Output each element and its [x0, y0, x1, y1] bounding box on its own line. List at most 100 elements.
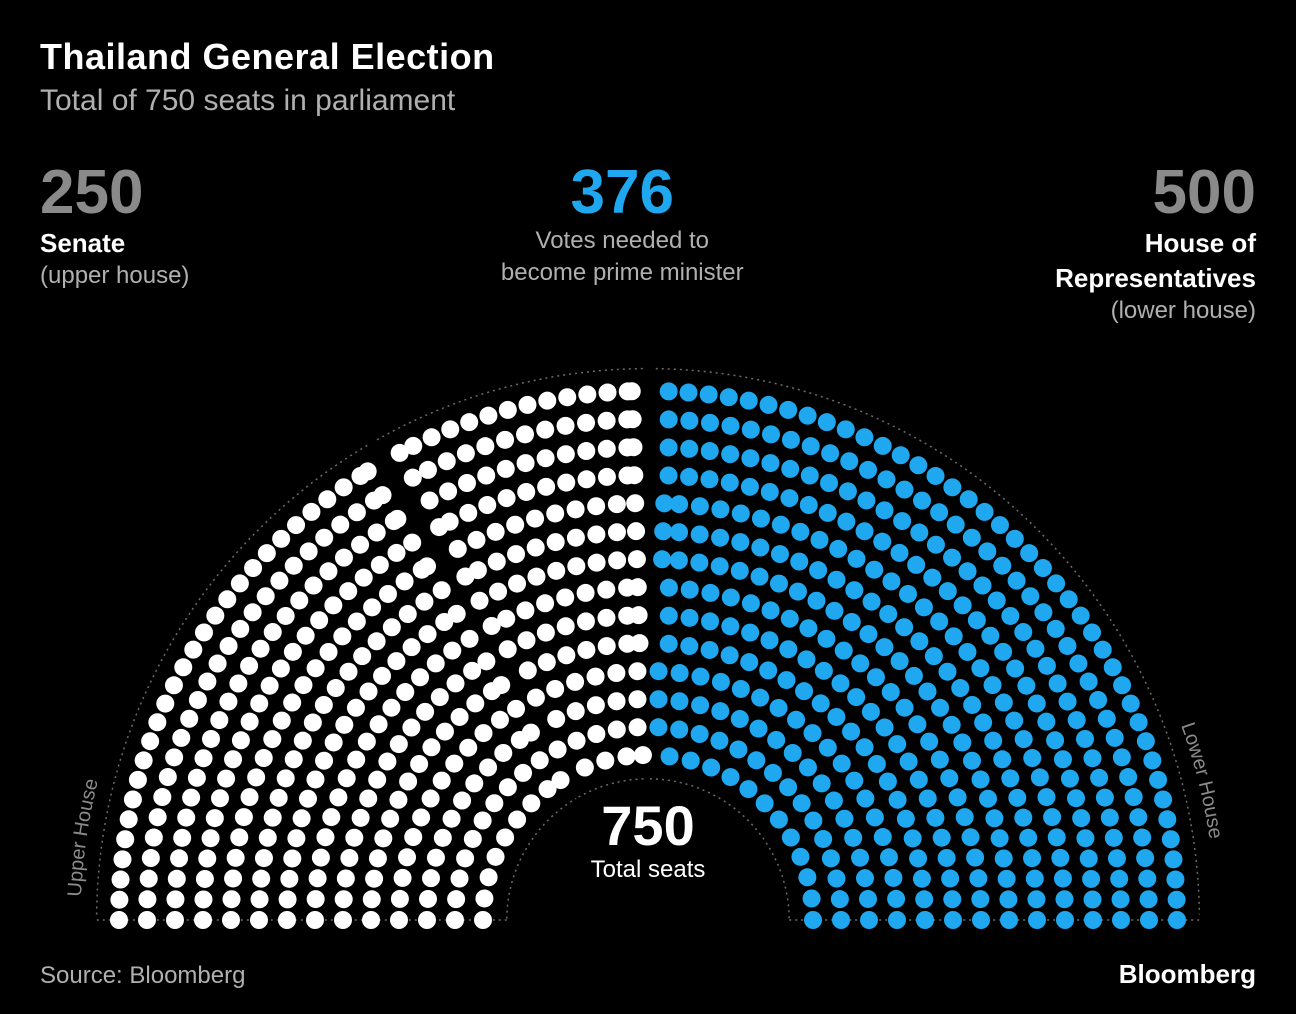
seat-dot — [866, 808, 884, 826]
seat-dot — [419, 625, 437, 643]
seat-dot — [404, 828, 422, 846]
seat-dot — [608, 495, 626, 513]
seat-dot — [272, 660, 290, 678]
seat-dot — [369, 849, 387, 867]
seat-dot — [1072, 607, 1090, 625]
seat-dot — [840, 452, 858, 470]
seat-dot — [931, 751, 949, 769]
seat-dot — [821, 444, 839, 462]
seat-dot — [670, 495, 688, 513]
seat-dot — [252, 640, 270, 658]
stat-senate-label: Senate — [40, 228, 189, 259]
seat-dot — [731, 533, 749, 551]
seat-dot — [113, 850, 131, 868]
seat-dot — [598, 637, 616, 655]
seat-dot — [396, 572, 414, 590]
seat-dot — [690, 554, 708, 572]
seat-dot — [294, 732, 312, 750]
seat-dot — [419, 461, 437, 479]
seat-dot — [339, 582, 357, 600]
seat-dot — [787, 711, 805, 729]
seat-dot — [926, 809, 944, 827]
seat-dot — [327, 679, 345, 697]
seat-dot — [476, 437, 494, 455]
seat-dot — [888, 911, 906, 929]
seat-dot — [971, 659, 989, 677]
seat-dot — [860, 911, 878, 929]
seat-dot — [1019, 829, 1037, 847]
seat-dot — [895, 618, 913, 636]
seat-dot — [764, 764, 782, 782]
seat-dot — [910, 524, 928, 542]
seat-dot — [546, 504, 564, 522]
seat-dot — [972, 911, 990, 929]
seat-dot — [884, 869, 902, 887]
seat-dot — [862, 703, 880, 721]
seat-dot — [1014, 623, 1032, 641]
seat-dot — [945, 627, 963, 645]
seat-dot — [770, 575, 788, 593]
seat-dot — [257, 587, 275, 605]
seat-dot — [206, 607, 224, 625]
seat-dot — [464, 830, 482, 848]
seat-dot — [536, 421, 554, 439]
seat-dot — [915, 890, 933, 908]
seat-dot — [628, 550, 646, 568]
seat-dot — [740, 653, 758, 671]
seat-dot — [795, 682, 813, 700]
total-seats-value: 750 — [591, 798, 706, 854]
seat-dot — [691, 696, 709, 714]
seat-dot — [399, 605, 417, 623]
seat-dot — [720, 388, 738, 406]
seat-dot — [1119, 768, 1137, 786]
seat-dot — [598, 412, 616, 430]
seat-dot — [895, 481, 913, 499]
seat-dot — [433, 772, 451, 790]
seat-dot — [439, 482, 457, 500]
seat-dot — [920, 733, 938, 751]
seat-dot — [607, 664, 625, 682]
seat-dot — [244, 603, 262, 621]
seat-dot — [691, 525, 709, 543]
seat-dot — [910, 632, 928, 650]
seat-dot — [391, 890, 409, 908]
seat-dot — [919, 789, 937, 807]
seat-dot — [556, 588, 574, 606]
seat-dot — [856, 738, 874, 756]
seat-dot — [711, 500, 729, 518]
seat-dot — [1158, 810, 1176, 828]
seat-dot — [531, 751, 549, 769]
seat-dot — [827, 708, 845, 726]
seat-dot — [552, 771, 570, 789]
seat-dot — [701, 641, 719, 659]
seat-dot — [250, 911, 268, 929]
seat-dot — [224, 750, 242, 768]
seat-dot — [1049, 675, 1067, 693]
seat-dot — [1125, 788, 1143, 806]
seat-dot — [1072, 809, 1090, 827]
seat-dot — [741, 624, 759, 642]
seat-dot — [801, 467, 819, 485]
seat-dot — [772, 516, 790, 534]
seat-dot — [660, 438, 678, 456]
seat-dot — [1096, 789, 1114, 807]
stat-senate-sub: (upper house) — [40, 261, 189, 291]
seat-dot — [817, 630, 835, 648]
seat-dot — [272, 530, 290, 548]
seat-dot — [732, 504, 750, 522]
seat-dot — [889, 791, 907, 809]
seat-dot — [353, 647, 371, 665]
seat-dot — [283, 849, 301, 867]
seat-dot — [1028, 911, 1046, 929]
seat-dot — [1060, 590, 1078, 608]
seat-dot — [831, 674, 849, 692]
seat-dot — [467, 531, 485, 549]
seat-dot — [189, 691, 207, 709]
seat-dot — [285, 557, 303, 575]
seat-dot — [624, 410, 642, 428]
seat-dot — [1061, 770, 1079, 788]
seat-dot — [968, 611, 986, 629]
seat-dot — [629, 718, 647, 736]
seat-dot — [752, 510, 770, 528]
seat-dot — [148, 713, 166, 731]
